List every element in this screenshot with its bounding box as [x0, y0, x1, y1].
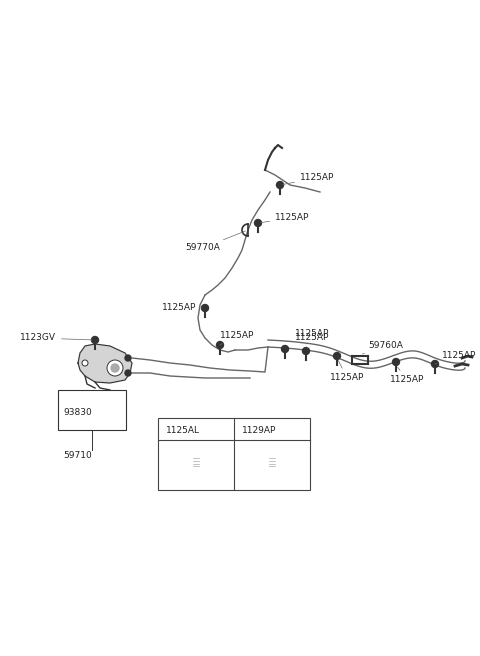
Text: 1125AP: 1125AP [295, 329, 329, 344]
Circle shape [254, 220, 262, 226]
Circle shape [334, 352, 340, 359]
Text: 1125AP: 1125AP [390, 367, 424, 384]
Bar [58, 390, 126, 430]
Circle shape [92, 337, 98, 344]
Bar [158, 418, 310, 490]
Text: 1125AP: 1125AP [261, 213, 310, 222]
Bar [269, 455, 275, 468]
Bar [268, 467, 276, 469]
Circle shape [302, 348, 310, 354]
Polygon shape [78, 344, 132, 383]
Text: 1125AP: 1125AP [162, 304, 202, 312]
Text: 1125AP: 1125AP [283, 173, 335, 184]
Text: 59770A: 59770A [185, 231, 245, 253]
Circle shape [393, 358, 399, 365]
Text: 1125AP: 1125AP [220, 331, 254, 345]
Circle shape [107, 360, 123, 376]
Bar [192, 467, 200, 469]
Circle shape [216, 342, 224, 348]
Circle shape [281, 346, 288, 352]
Circle shape [111, 364, 119, 372]
Text: 59710: 59710 [63, 451, 92, 460]
Text: 1129AP: 1129AP [242, 426, 276, 435]
Text: 93830: 93830 [63, 408, 92, 417]
Text: 1125AP: 1125AP [435, 350, 476, 364]
Text: 1125AP: 1125AP [295, 333, 329, 348]
Circle shape [125, 370, 131, 376]
Bar [193, 455, 199, 468]
Circle shape [268, 446, 276, 455]
Text: 1125AL: 1125AL [166, 426, 200, 435]
Circle shape [202, 304, 208, 312]
Circle shape [82, 360, 88, 366]
Text: 1125AP: 1125AP [330, 361, 364, 382]
Circle shape [192, 446, 201, 455]
Text: 1123GV: 1123GV [20, 333, 92, 342]
Circle shape [125, 355, 131, 361]
Circle shape [276, 182, 284, 188]
Text: 59760A: 59760A [362, 340, 403, 354]
Circle shape [432, 361, 439, 367]
